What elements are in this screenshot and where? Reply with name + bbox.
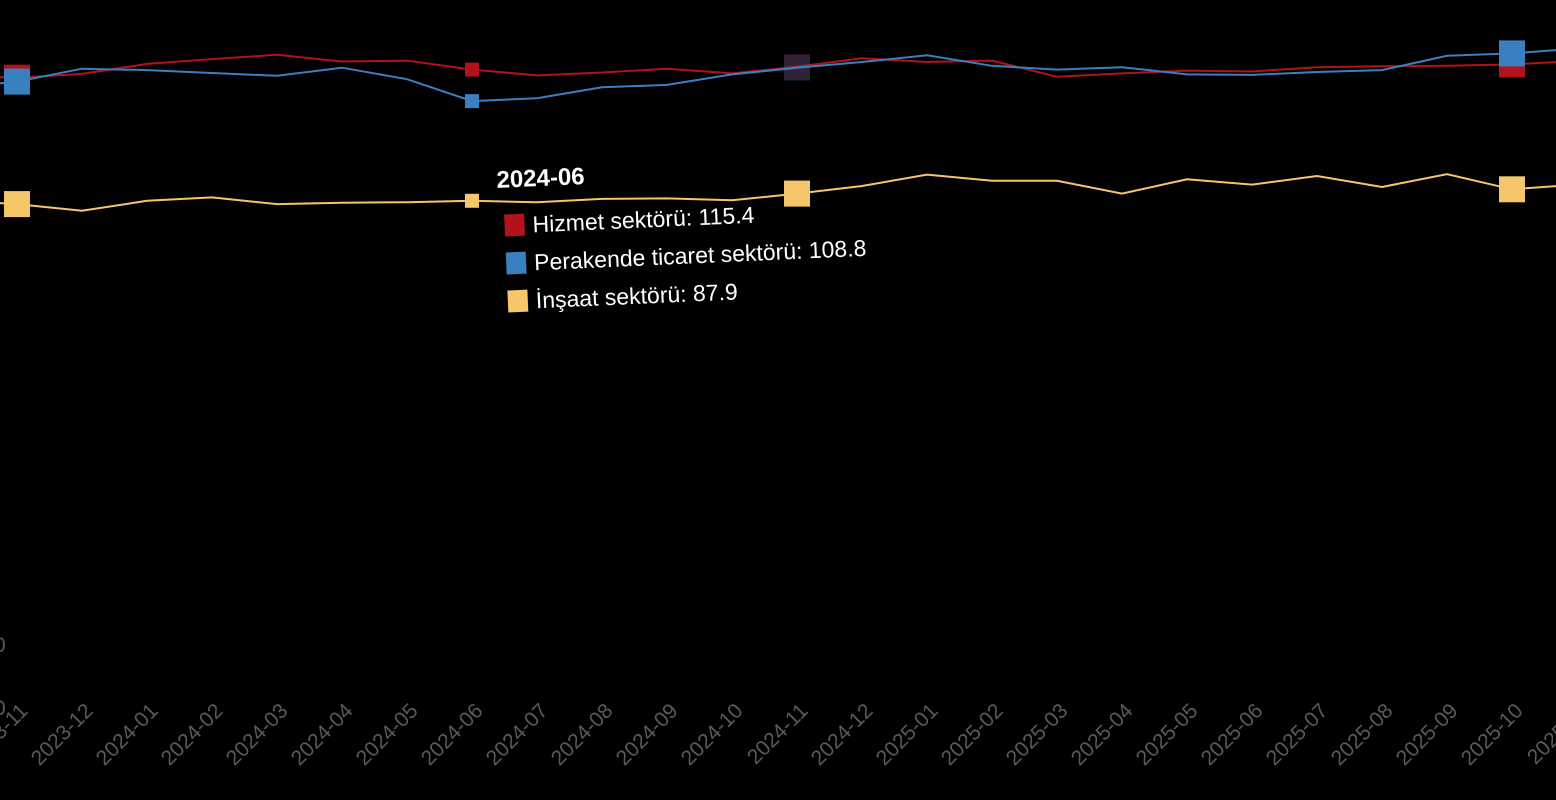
x-tick-label: 2024-06 — [417, 699, 488, 770]
y-tick-label: 0 — [0, 697, 6, 720]
series-marker-2-2024-06 — [465, 193, 479, 208]
x-tick-label: 2024-04 — [287, 699, 358, 770]
x-tick-label: 2024-12 — [807, 699, 878, 770]
x-tick-label: 2023-12 — [27, 699, 98, 770]
series-marker-2-2024-11 — [784, 180, 810, 207]
x-tick-label: 2024-08 — [547, 699, 618, 770]
x-tick-label: 2024-07 — [482, 699, 553, 770]
x-tick-label: 2025-07 — [1262, 699, 1333, 770]
x-tick-label: 2025-06 — [1197, 699, 1268, 770]
x-tick-label: 2025-11 — [1523, 699, 1556, 769]
series-marker-0-2024-06 — [465, 62, 479, 77]
x-tick-label: 2024-05 — [352, 699, 423, 770]
x-tick-label: 2025-05 — [1132, 699, 1203, 770]
x-tick-label: 2024-01 — [92, 699, 163, 770]
series-marker-1-2024-11 — [784, 54, 810, 81]
tooltip-swatch-perakende — [505, 251, 527, 275]
x-tick-label: 2024-10 — [677, 699, 748, 770]
x-tick-label: 2025-03 — [1002, 699, 1073, 770]
series-marker-1-2024-06 — [465, 94, 479, 109]
chart-tooltip: 2024-06 Hizmet sektörü: 115.4 Perakende … — [470, 151, 869, 322]
series-marker-1-2023-11 — [4, 68, 30, 95]
x-tick-label: 2025-10 — [1457, 699, 1528, 770]
tooltip-label-hizmet: Hizmet sektörü: 115.4 — [531, 201, 755, 237]
x-tick-label: 2025-08 — [1327, 699, 1398, 770]
series-marker-1-2025-10 — [1499, 40, 1525, 67]
series-marker-2-2023-11 — [4, 191, 30, 218]
series-line-2 — [0, 173, 1556, 212]
series-marker-2-2025-10 — [1499, 176, 1525, 203]
x-tick-label: 2025-09 — [1392, 699, 1463, 770]
tooltip-swatch-hizmet — [504, 213, 526, 237]
x-tick-label: 2024-03 — [222, 699, 293, 770]
x-tick-label: 2025-04 — [1067, 699, 1138, 770]
tooltip-label-insaat: İnşaat sektörü: 87.9 — [535, 277, 739, 313]
x-tick-label: 2025-01 — [872, 699, 943, 770]
x-tick-label: 2024-02 — [157, 699, 228, 770]
x-tick-label: 2024-11 — [743, 699, 813, 769]
x-tick-label: 2025-02 — [937, 699, 1008, 770]
tooltip-swatch-insaat — [507, 289, 529, 313]
y-tick-label: 0 — [0, 634, 6, 657]
x-tick-label: 2024-09 — [612, 699, 683, 770]
series-line-1 — [0, 49, 1556, 103]
